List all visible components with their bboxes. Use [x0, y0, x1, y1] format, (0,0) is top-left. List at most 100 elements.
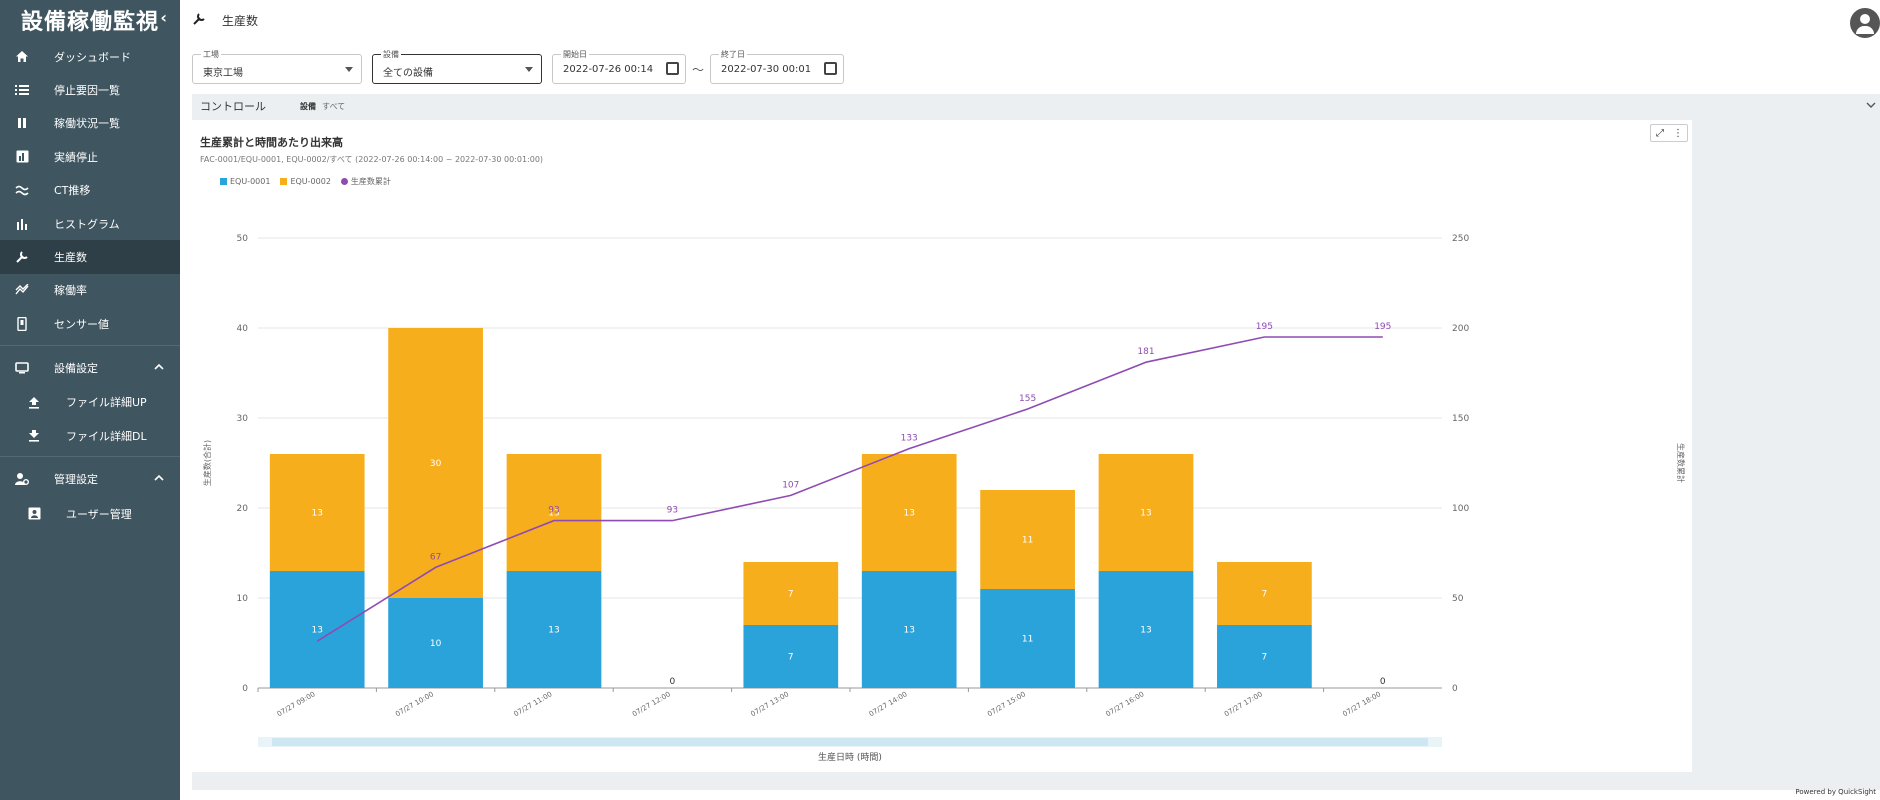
equipment-select[interactable]: 設備 全ての設備 [372, 49, 542, 84]
legend-label: 生産数累計 [350, 177, 391, 186]
y-axis-title-left: 生産数(合計) [202, 440, 212, 486]
x-tick-label: 07/27 17:00 [1223, 690, 1264, 718]
sidebar: 設備稼働監視 ‹ ダッシュボード 停止要因一覧 稼働状況一覧 実績停止 CT推移 ヒストグ… [0, 0, 180, 800]
sidebar-group-equipment-settings[interactable]: 設備設定 [0, 350, 180, 386]
line-value-label: 67 [430, 552, 441, 562]
sidebar-item[interactable]: 稼働状況一覧 [0, 107, 180, 140]
bar-value-label: 13 [311, 509, 322, 519]
line-value-label: 195 [1374, 322, 1391, 332]
y-tick-right: 150 [1452, 414, 1469, 424]
sidebar-item-label: ユーザー管理 [66, 507, 132, 521]
y-tick-right: 250 [1452, 234, 1469, 244]
field-value: 東京工場 [203, 68, 243, 79]
visual-toolbar: ⤢ ⋮ [1650, 124, 1688, 142]
account-avatar[interactable] [1850, 8, 1880, 38]
chevron-up-icon [154, 361, 164, 374]
collapse-sidebar-button[interactable]: ‹ [160, 8, 168, 27]
bar-value-label: 13 [1140, 509, 1151, 519]
sidebar-item[interactable]: 停止要因一覧 [0, 73, 180, 106]
x-tick-label: 07/27 15:00 [986, 690, 1027, 718]
calendar-icon[interactable] [666, 62, 679, 75]
legend-swatch [280, 178, 288, 185]
sidebar-item[interactable]: ファイル詳細DL [0, 419, 180, 452]
dropdown-arrow-icon [525, 67, 533, 72]
field-label: 設備 [381, 49, 401, 60]
zero-value-label: 0 [1380, 677, 1386, 687]
chevron-down-icon[interactable] [1866, 99, 1876, 112]
bar-value-label: 13 [311, 626, 322, 636]
start-date-field[interactable]: 開始日 2022-07-26 00:14 [552, 49, 686, 84]
range-separator: 〜 [692, 62, 705, 77]
bar-equ-0002 [980, 490, 1075, 589]
x-tick-label: 07/27 18:00 [1341, 690, 1382, 718]
sensor-icon [14, 316, 30, 332]
sidebar-item[interactable]: ファイル詳細UP [0, 386, 180, 419]
bar-chart-icon [14, 149, 30, 165]
legend-swatch [220, 178, 227, 185]
sidebar-item[interactable]: ヒストグラム [0, 207, 180, 240]
sidebar-item[interactable]: CT推移 [0, 174, 180, 207]
x-axis-title: 生産日時 (時間) [818, 751, 882, 763]
legend-item[interactable]: EQU-0001 [220, 176, 270, 187]
y-tick-left: 10 [237, 594, 249, 604]
sidebar-group-label: 設備設定 [54, 361, 98, 375]
control-filter-summary: 設備 すべて [300, 101, 345, 112]
user-card-icon [26, 506, 42, 522]
chart-scrollbar-thumb[interactable] [272, 738, 1428, 746]
sidebar-item-label: 稼働率 [54, 284, 87, 298]
field-value: 2022-07-30 00:01 [721, 64, 812, 75]
sidebar-item[interactable]: 稼働率 [0, 274, 180, 307]
x-tick-label: 07/27 13:00 [749, 690, 790, 718]
sidebar-item[interactable]: ダッシュボード [0, 40, 180, 73]
bar-equ-0002 [269, 454, 365, 571]
sidebar-item[interactable]: 実績停止 [0, 140, 180, 173]
line-value-label: 195 [1256, 322, 1273, 332]
expand-icon[interactable]: ⤢ [1656, 127, 1664, 139]
sidebar-divider [0, 344, 180, 346]
sidebar-item[interactable]: センサー値 [0, 307, 180, 340]
y-tick-left: 30 [237, 414, 249, 424]
legend-item[interactable]: 生産数累計 [340, 176, 391, 187]
factory-select[interactable]: 工場 東京工場 [192, 49, 362, 84]
waves-icon [14, 182, 30, 198]
bar-equ-0001 [1217, 625, 1312, 688]
calendar-icon[interactable] [824, 62, 838, 75]
field-value: 2022-07-26 00:14 [563, 64, 654, 75]
chart-visual: 生産累計と時間あたり出来高 FAC-0001/EQU-0001, EQU-000… [192, 120, 1692, 772]
sidebar-item-label: 停止要因一覧 [54, 84, 120, 98]
page-title: 生産数 [222, 13, 259, 28]
control-label: コントロール [200, 100, 266, 113]
field-value: 全ての設備 [383, 68, 433, 79]
y-tick-right: 200 [1452, 324, 1469, 334]
sidebar-item-label: 生産数 [54, 251, 87, 265]
filter-bar: 工場 東京工場 設備 全ての設備 開始日 2022-07-26 00:14 〜 … [192, 49, 845, 86]
legend-label: EQU-0002 [290, 177, 331, 186]
more-options-icon[interactable]: ⋮ [1673, 127, 1683, 139]
chevron-up-icon [154, 472, 164, 485]
bar-value-label: 13 [1140, 626, 1151, 636]
bar-equ-0001 [506, 571, 602, 688]
bar-value-label: 30 [430, 459, 442, 469]
monitor-icon [14, 360, 30, 376]
bar-value-label: 7 [1262, 590, 1268, 600]
control-filter-value: すべて [322, 101, 346, 111]
user-settings-icon [14, 471, 30, 487]
end-date-field[interactable]: 終了日 2022-07-30 00:01 [710, 49, 845, 84]
control-bar[interactable]: コントロール 設備 すべて [192, 94, 1880, 118]
bar-equ-0002 [506, 454, 602, 571]
control-filter-key: 設備 [300, 101, 316, 111]
bar-equ-0002 [388, 328, 483, 598]
sidebar-item-label: ヒストグラム [54, 217, 120, 231]
sidebar-item[interactable]: 生産数 [0, 240, 180, 274]
bar-equ-0002 [1098, 454, 1194, 571]
top-bar: 生産数 [180, 0, 1880, 40]
legend-item[interactable]: EQU-0002 [280, 176, 331, 187]
sidebar-item[interactable]: ユーザー管理 [0, 497, 180, 530]
chart-subtitle: FAC-0001/EQU-0001, EQU-0002/すべて (2022-07… [200, 155, 544, 164]
sidebar-item-label: センサー値 [54, 317, 109, 331]
sidebar-group-admin-settings[interactable]: 管理設定 [0, 461, 180, 497]
bar-value-label: 11 [1022, 635, 1033, 645]
bar-equ-0001 [743, 625, 839, 688]
zero-value-label: 0 [670, 677, 676, 687]
